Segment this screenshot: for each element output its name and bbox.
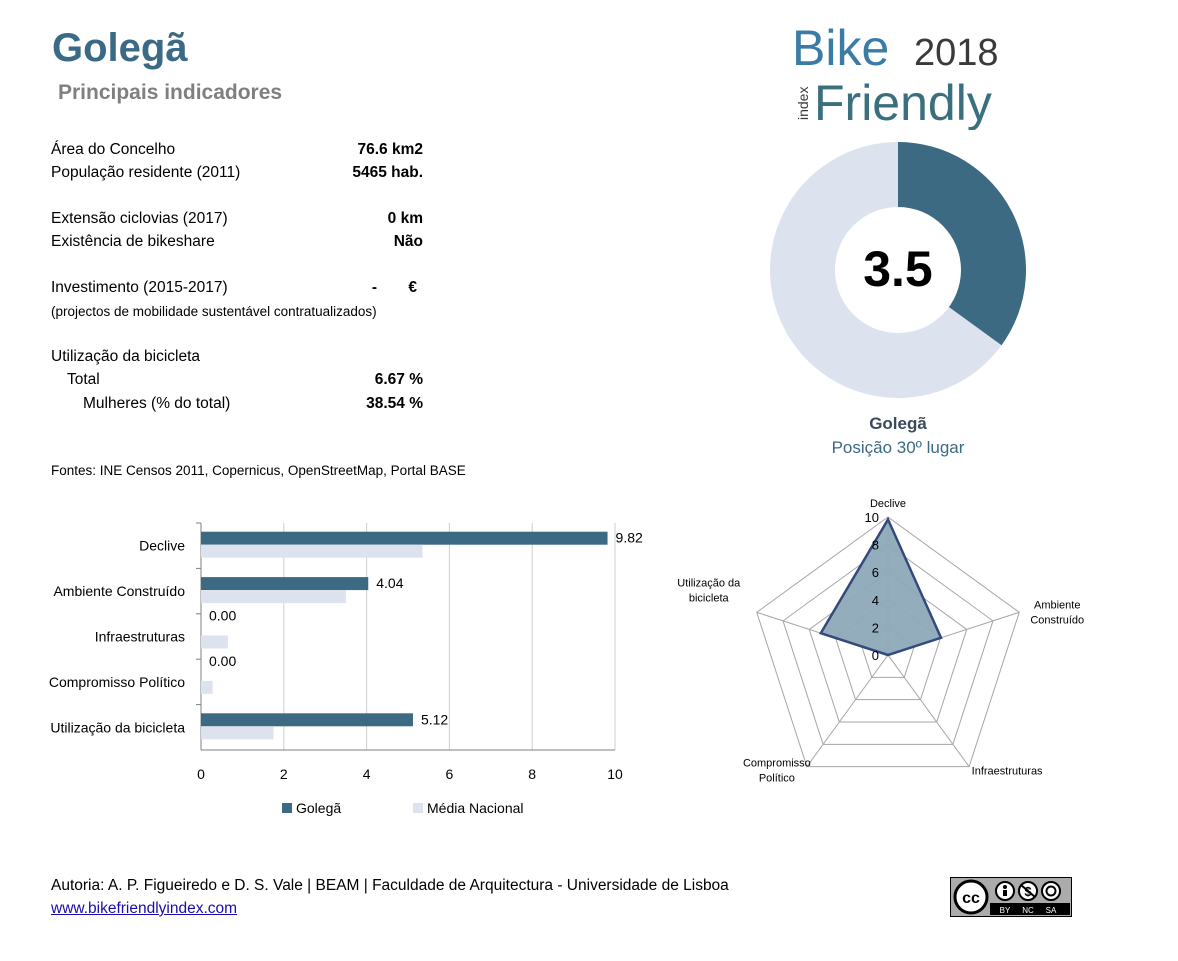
donut-slice-score xyxy=(898,142,1026,346)
bar-media-nacional xyxy=(201,635,228,649)
page-subtitle: Principais indicadores xyxy=(58,81,283,104)
bar-media-nacional xyxy=(201,680,213,694)
radar-axis-label: Utilização da xyxy=(677,577,741,589)
bar-x-tick: 0 xyxy=(197,766,205,782)
bar-value-label: 0.00 xyxy=(209,608,236,624)
author-credit: Autoria: A. P. Figueiredo e D. S. Vale |… xyxy=(51,877,729,894)
radar-tick-label: 8 xyxy=(872,538,879,553)
indicator-value: 6.67 % xyxy=(374,371,423,388)
bar-x-tick: 6 xyxy=(446,766,454,782)
cc-license-badge: cc $ BY NC SA xyxy=(950,877,1072,917)
radar-axis-label: Declive xyxy=(870,498,906,510)
indicator-label: Total xyxy=(67,371,100,388)
radar-tick-label: 2 xyxy=(872,620,879,635)
svg-text:cc: cc xyxy=(962,890,980,907)
legend-swatch-golega xyxy=(282,803,292,813)
logo-year: 2018 xyxy=(914,32,999,74)
bar-media-nacional xyxy=(201,726,274,740)
bar-value-label: 5.12 xyxy=(421,711,448,727)
radar-axis-label: Compromisso xyxy=(743,758,811,770)
logo-word-friendly: Friendly xyxy=(814,75,992,130)
indicator-label: Mulheres (% do total) xyxy=(83,395,231,412)
bar-category-label: Utilização da bicicleta xyxy=(50,719,185,735)
indicator-value: 76.6 km2 xyxy=(357,141,424,158)
bar-golega xyxy=(201,713,413,727)
bar-value-label: 9.82 xyxy=(616,530,643,546)
bar-category-label: Compromisso Político xyxy=(49,674,185,690)
bar-golega xyxy=(201,531,608,545)
radar-tick-label: 6 xyxy=(872,565,879,580)
bar-x-tick: 8 xyxy=(528,766,536,782)
sa-icon xyxy=(1041,881,1061,901)
bar-category-label: Declive xyxy=(139,538,185,554)
cc-icon xyxy=(953,879,989,915)
radar-axis-label: Infraestruturas xyxy=(972,766,1043,778)
indicator-value: 38.54 % xyxy=(366,395,423,412)
legend-swatch-media xyxy=(413,803,423,813)
score-donut-chart: 3.5 xyxy=(770,142,1026,398)
bar-x-tick: 2 xyxy=(280,766,288,782)
indicator-label: Utilização da bicicleta xyxy=(51,348,201,365)
radar-spoke xyxy=(887,654,970,767)
bikefriendly-logo: Bike 2018 Friendly index xyxy=(792,20,999,130)
radar-axis-label: Construído xyxy=(1030,614,1084,626)
logo-word-index: index xyxy=(795,87,811,120)
indicator-unit: € xyxy=(408,279,417,296)
bar-x-tick: 10 xyxy=(607,766,623,782)
license-label-by: BY xyxy=(1000,906,1011,915)
radar-tick-label: 4 xyxy=(872,593,879,608)
radar-axis-label: Ambiente xyxy=(1034,599,1080,611)
donut-caption-name: Golegã xyxy=(869,414,927,433)
bar-value-label: 4.04 xyxy=(376,575,403,591)
indicator-value: 0 km xyxy=(387,210,423,227)
website-link[interactable]: www.bikefriendlyindex.com xyxy=(51,900,238,917)
donut-caption-rank: Posição 30º lugar xyxy=(831,438,965,457)
indicator-value: Não xyxy=(393,233,423,250)
radar-axis-label: bicicleta xyxy=(689,592,730,604)
legend-label-media: Média Nacional xyxy=(427,800,524,816)
bar-golega xyxy=(201,577,369,591)
indicator-label: População residente (2011) xyxy=(51,164,241,181)
indicator-label: Área do Concelho xyxy=(51,141,176,158)
radar-grid-ring xyxy=(808,571,968,723)
legend-label-golega: Golegã xyxy=(296,800,341,816)
indicator-label: Investimento (2015-2017) xyxy=(51,279,228,296)
indicator-value: 5465 hab. xyxy=(352,164,423,181)
bar-category-label: Ambiente Construído xyxy=(53,583,185,599)
sources-note: Fontes: INE Censos 2011, Copernicus, Ope… xyxy=(51,463,466,478)
bar-x-tick: 4 xyxy=(363,766,371,782)
bar-media-nacional xyxy=(201,590,346,604)
radar-grid-ring xyxy=(756,516,1020,768)
license-label-nc: NC xyxy=(1022,906,1034,915)
radar-axis-label: Político xyxy=(759,773,795,785)
indicator-label: Existência de bikeshare xyxy=(51,233,215,250)
bar-value-label: 0.00 xyxy=(209,653,236,669)
bar-category-label: Infraestruturas xyxy=(95,629,185,645)
donut-hole xyxy=(835,207,961,333)
radar-series-golega xyxy=(818,516,943,657)
bar-media-nacional xyxy=(201,544,423,558)
bar-chart: 0 2 4 6 8 10 Declive 9.82 Ambiente Construído 4.0… xyxy=(49,522,643,816)
donut-center-score: 3.5 xyxy=(863,241,933,297)
indicator-label: Extensão ciclovias (2017) xyxy=(51,210,228,227)
logo-word-bike: Bike xyxy=(792,20,889,76)
radar-tick-label: 10 xyxy=(865,510,879,525)
indicator-value: - xyxy=(371,279,377,296)
radar-grid-ring xyxy=(782,543,994,745)
radar-spoke xyxy=(806,654,889,767)
investment-note: (projectos de mobilidade sustentável con… xyxy=(51,304,377,319)
radar-tick-label: 0 xyxy=(872,648,879,663)
license-label-sa: SA xyxy=(1046,906,1057,915)
page-title: Golegã xyxy=(52,26,188,70)
